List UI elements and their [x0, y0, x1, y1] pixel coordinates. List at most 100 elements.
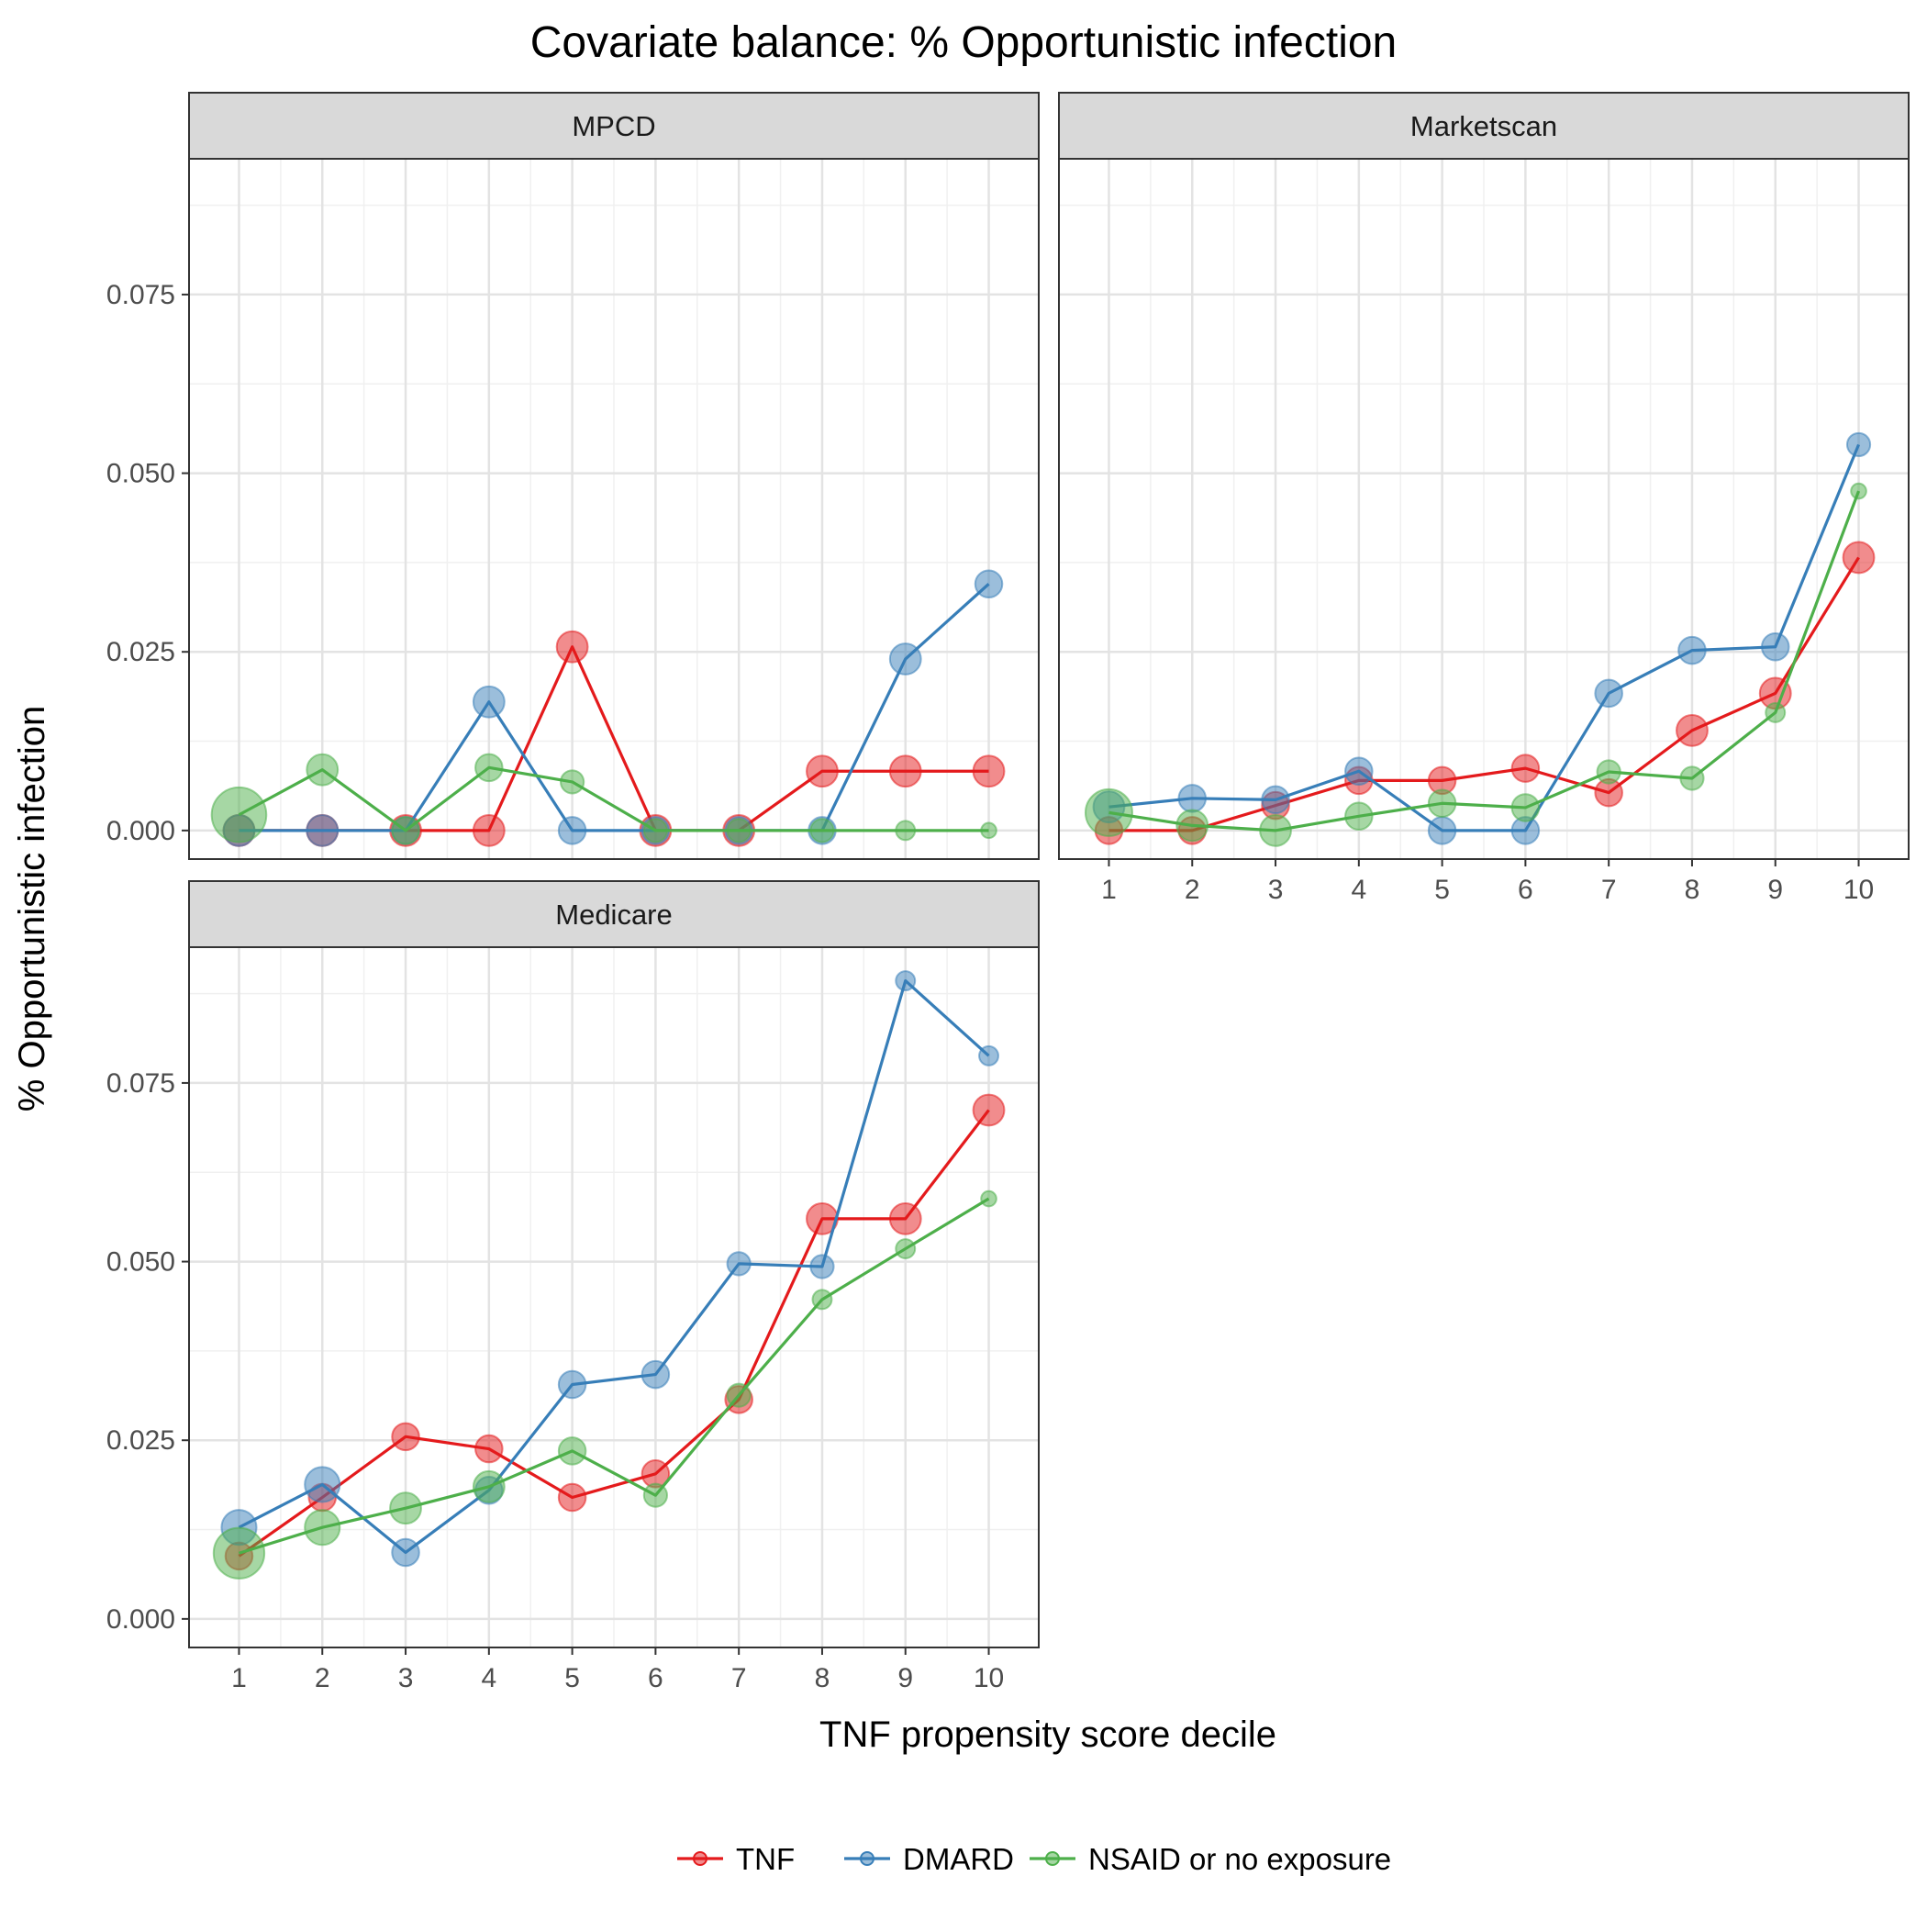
y-tick-label: 0.025 — [106, 1425, 175, 1456]
x-axis-title: TNF propensity score decile — [819, 1714, 1276, 1755]
strip-label-marketscan: Marketscan — [1410, 110, 1557, 142]
data-point-nsaid-or-no-exposure — [1679, 765, 1705, 791]
data-point-dmard — [1677, 635, 1707, 665]
data-point-nsaid-or-no-exposure — [304, 1509, 341, 1547]
data-point-dmard — [1261, 785, 1290, 815]
data-point-tnf — [391, 1422, 420, 1452]
legend-key-point — [860, 1851, 874, 1866]
data-point-nsaid-or-no-exposure — [1596, 759, 1621, 785]
data-point-dmard — [1427, 816, 1457, 845]
y-tick-label: 0.075 — [106, 1068, 175, 1099]
x-tick-label: 9 — [1767, 875, 1783, 905]
data-point-nsaid-or-no-exposure — [642, 1482, 668, 1508]
data-point-nsaid-or-no-exposure — [212, 1526, 266, 1580]
series-line-tnf — [1108, 556, 1860, 832]
data-point-dmard — [1594, 678, 1623, 709]
series-line-dmard — [1108, 443, 1861, 832]
data-point-nsaid-or-no-exposure — [980, 821, 997, 840]
data-point-nsaid-or-no-exposure — [1510, 793, 1541, 822]
legend-item-nsaid-or-no-exposure: NSAID or no exposure — [1030, 1842, 1391, 1876]
data-point-nsaid-or-no-exposure — [1427, 788, 1457, 819]
data-point-tnf — [1676, 713, 1709, 747]
data-point-dmard — [1177, 784, 1208, 813]
legend: TNF DMARD NSAID or no exposure — [677, 1842, 1391, 1876]
legend-label: TNF — [736, 1842, 795, 1876]
data-point-dmard — [978, 1044, 999, 1067]
data-point-nsaid-or-no-exposure — [306, 753, 340, 787]
data-point-dmard — [304, 1466, 341, 1503]
strip-label-medicare: Medicare — [555, 899, 673, 931]
y-tick-label: 0.050 — [106, 1247, 175, 1278]
data-point-dmard — [1344, 756, 1374, 786]
y-tick-label: 0.050 — [106, 459, 175, 489]
series-line-nsaid-or-no-exposure — [1108, 490, 1861, 832]
data-point-dmard — [640, 1359, 671, 1390]
data-point-dmard — [974, 569, 1004, 598]
x-tick-label: 8 — [815, 1663, 830, 1693]
y-tick-label: 0.000 — [106, 1604, 175, 1635]
x-tick-label: 2 — [315, 1663, 330, 1693]
data-point-nsaid-or-no-exposure — [557, 1436, 587, 1466]
data-point-tnf — [972, 754, 1006, 788]
panel-border-mpcd — [188, 158, 1040, 860]
data-point-nsaid-or-no-exposure — [1175, 809, 1209, 843]
data-point-dmard — [726, 1251, 752, 1277]
strip-medicare — [188, 880, 1040, 948]
data-point-dmard — [557, 1369, 587, 1400]
data-point-nsaid-or-no-exposure — [895, 820, 917, 842]
data-point-nsaid-or-no-exposure — [726, 818, 752, 843]
data-point-tnf — [474, 1434, 504, 1464]
panel-border-medicare — [188, 946, 1040, 1648]
y-tick-label: 0.000 — [106, 816, 175, 846]
legend-item-tnf: TNF — [677, 1842, 795, 1876]
x-tick-label: 1 — [231, 1663, 247, 1693]
x-tick-label: 7 — [1601, 875, 1617, 905]
y-tick-label: 0.075 — [106, 280, 175, 310]
data-point-tnf — [888, 1201, 922, 1235]
x-tick-label: 10 — [974, 1663, 1004, 1693]
data-point-nsaid-or-no-exposure — [726, 1382, 752, 1408]
data-point-tnf — [806, 1201, 839, 1235]
data-point-nsaid-or-no-exposure — [1765, 701, 1787, 723]
x-tick-label: 4 — [481, 1663, 496, 1693]
legend-key-point — [1045, 1851, 1060, 1866]
data-point-nsaid-or-no-exposure — [389, 1491, 422, 1525]
data-point-nsaid-or-no-exposure — [809, 818, 835, 843]
legend-label: DMARD — [903, 1842, 1014, 1876]
panel-medicare: Medicare 0.000 0.025 0.050 0.075 1 2 3 4 5 6 7 8 9 10 — [106, 880, 1040, 1693]
data-point-nsaid-or-no-exposure — [391, 816, 420, 845]
series-line-dmard — [239, 583, 990, 832]
data-point-dmard — [888, 642, 922, 676]
data-point-tnf — [557, 1482, 587, 1513]
data-point-tnf — [1510, 754, 1541, 783]
data-point-nsaid-or-no-exposure — [472, 1469, 506, 1503]
data-point-dmard — [391, 1537, 420, 1568]
legend-item-dmard: DMARD — [844, 1842, 1014, 1876]
data-point-dmard — [1760, 632, 1790, 662]
data-point-dmard — [472, 685, 506, 719]
legend-key-point — [693, 1851, 707, 1866]
data-point-tnf — [1842, 541, 1876, 575]
x-tick-label: 5 — [564, 1663, 580, 1693]
data-point-nsaid-or-no-exposure — [1344, 801, 1374, 832]
data-point-dmard — [895, 970, 917, 992]
data-point-nsaid-or-no-exposure — [895, 1238, 917, 1260]
x-tick-label: 8 — [1685, 875, 1700, 905]
x-tick-label: 6 — [648, 1663, 663, 1693]
data-point-nsaid-or-no-exposure — [210, 786, 268, 843]
series-line-nsaid-or-no-exposure — [238, 765, 989, 832]
data-point-dmard — [557, 816, 587, 845]
chart-title: Covariate balance: % Opportunistic infec… — [530, 18, 1398, 67]
data-point-tnf — [888, 754, 922, 788]
data-point-nsaid-or-no-exposure — [1850, 482, 1867, 500]
strip-label-mpcd: MPCD — [572, 110, 655, 142]
data-point-tnf — [972, 1093, 1006, 1127]
x-tick-label: 9 — [897, 1663, 913, 1693]
data-point-nsaid-or-no-exposure — [1084, 787, 1133, 837]
data-point-dmard — [306, 813, 340, 847]
data-point-nsaid-or-no-exposure — [980, 1189, 997, 1208]
x-tick-label: 4 — [1351, 875, 1366, 905]
data-point-dmard — [809, 1254, 835, 1279]
